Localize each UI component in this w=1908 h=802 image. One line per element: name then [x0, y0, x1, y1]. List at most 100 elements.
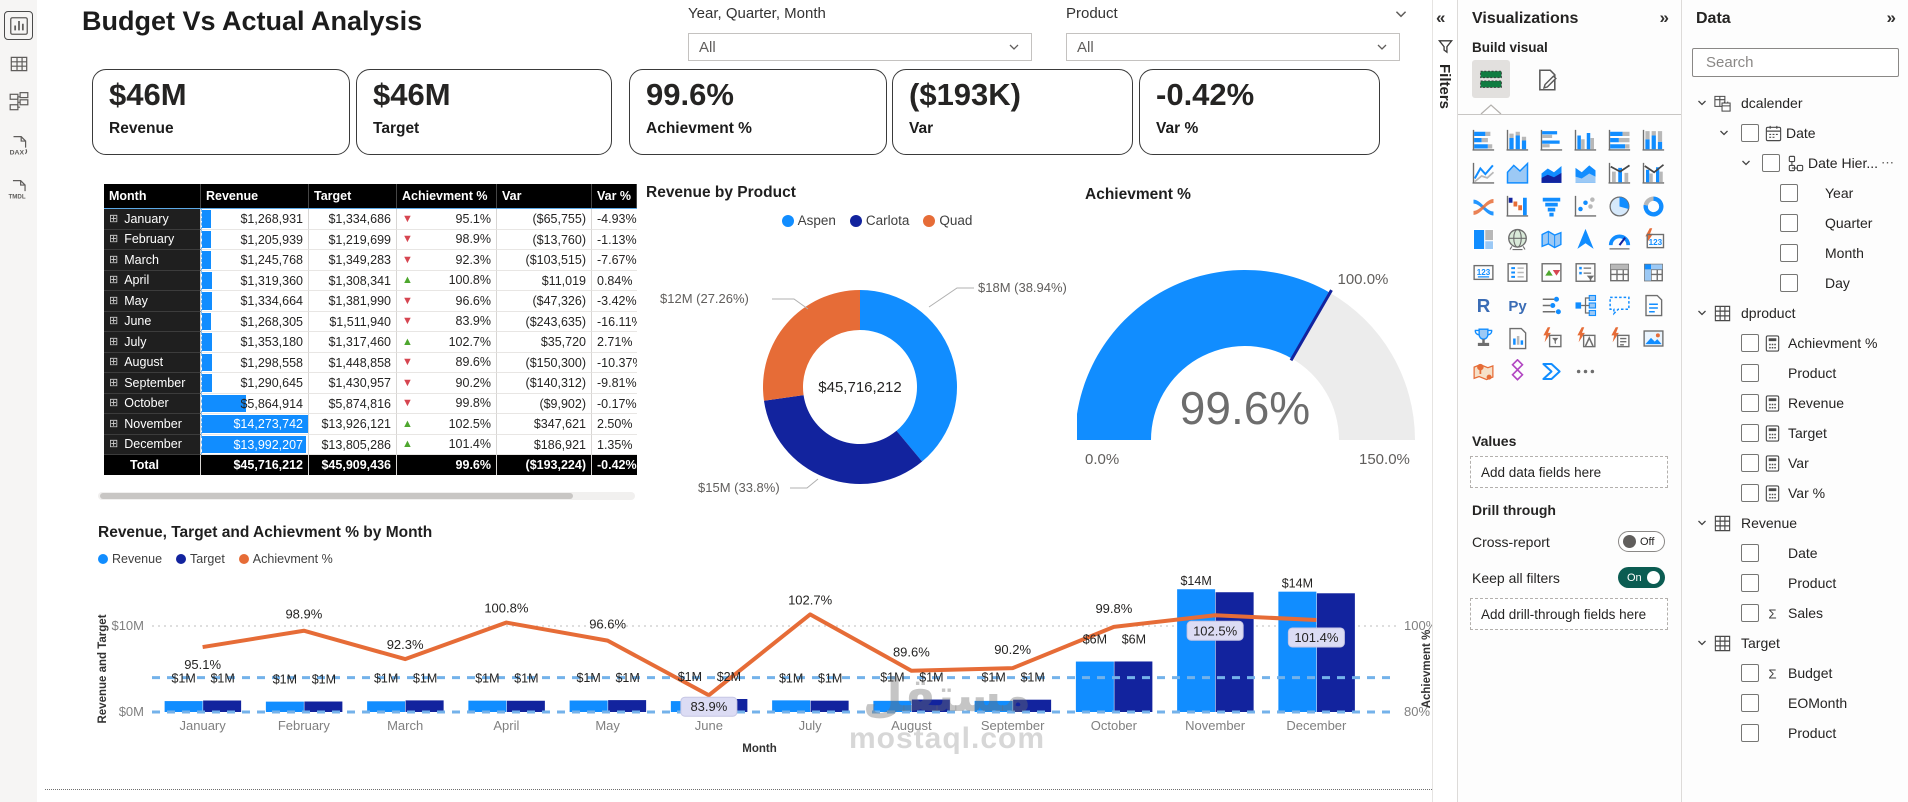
- target-bar-july[interactable]: [810, 700, 849, 712]
- expand-icon[interactable]: ⊞: [109, 356, 119, 368]
- field-checkbox[interactable]: [1780, 274, 1798, 292]
- metrics-icon[interactable]: [1466, 322, 1500, 355]
- expand-icon[interactable]: ⊞: [109, 397, 119, 409]
- table-icon[interactable]: [1602, 256, 1636, 289]
- field-row-dcalender[interactable]: dcalender: [1682, 88, 1908, 118]
- field-checkbox[interactable]: [1741, 124, 1759, 142]
- area-chart-icon[interactable]: [1500, 157, 1534, 190]
- col-header[interactable]: Month: [104, 184, 201, 208]
- field-row-product[interactable]: Product: [1682, 718, 1908, 748]
- revenue-bar-october[interactable]: [1075, 661, 1114, 712]
- field-search-box[interactable]: [1692, 48, 1907, 77]
- revenue-bar-december[interactable]: [1278, 591, 1317, 712]
- kpi-card-var[interactable]: ($193K) Var: [892, 69, 1133, 155]
- waterfall-chart-icon[interactable]: [1500, 190, 1534, 223]
- keep-all-filters-toggle[interactable]: On: [1618, 567, 1665, 588]
- add-data-fields-well[interactable]: Add data fields here: [1470, 456, 1668, 488]
- field-row-month[interactable]: Month: [1682, 238, 1908, 268]
- kpi-card-target[interactable]: $46M Target: [356, 69, 612, 155]
- kpi-icon[interactable]: 123: [1636, 223, 1670, 256]
- table-row-december[interactable]: ⊞ December $13,992,207 $13,805,286 ▲ 101.4…: [104, 434, 637, 455]
- revenue-bar-september[interactable]: [974, 700, 1013, 712]
- revenue-bar-august[interactable]: [873, 700, 912, 712]
- line-and-stacked-column-chart-icon[interactable]: [1602, 157, 1636, 190]
- map-icon[interactable]: [1500, 223, 1534, 256]
- legend-item-aspen[interactable]: Aspen: [781, 213, 836, 228]
- col-header[interactable]: Target: [309, 184, 397, 208]
- field-row-target[interactable]: Target: [1682, 628, 1908, 658]
- key-influencers-icon[interactable]: [1534, 289, 1568, 322]
- table-row-august[interactable]: ⊞ August $1,298,558 $1,448,858 ▼ 89.6% ($1…: [104, 352, 637, 373]
- month-cell[interactable]: ⊞ April: [104, 270, 201, 291]
- achievement-gauge[interactable]: Achievment % 99.6% 0.0% 150.0% 100.0%: [1077, 180, 1469, 480]
- field-checkbox[interactable]: [1741, 394, 1759, 412]
- field-row-dproduct[interactable]: dproduct: [1682, 298, 1908, 328]
- paginated-report-icon[interactable]: [1500, 322, 1534, 355]
- field-row-var[interactable]: Var %: [1682, 478, 1908, 508]
- python-script-icon[interactable]: Py: [1500, 289, 1534, 322]
- slicer-icon[interactable]: [1568, 256, 1602, 289]
- stacked-area-chart-icon[interactable]: [1534, 157, 1568, 190]
- 100-stacked-area-chart-icon[interactable]: [1568, 157, 1602, 190]
- clustered-column-chart-icon[interactable]: [1568, 124, 1602, 157]
- line-and-clustered-column-chart-icon[interactable]: [1636, 157, 1670, 190]
- table-row-january[interactable]: ⊞ January $1,268,931 $1,334,686 ▼ 95.1% ($…: [104, 209, 637, 230]
- kpi-card-var[interactable]: -0.42% Var %: [1139, 69, 1380, 155]
- field-checkbox[interactable]: [1741, 544, 1759, 562]
- col-header[interactable]: Var: [497, 184, 592, 208]
- table-row-november[interactable]: ⊞ November $14,273,742 $13,926,121 ▲ 102.5…: [104, 414, 637, 435]
- legend-item-target[interactable]: Target: [176, 552, 225, 566]
- legend-item-achievment-[interactable]: Achievment %: [238, 552, 333, 566]
- expand-icon[interactable]: ⊞: [109, 335, 119, 348]
- power-apps-diamond-icon[interactable]: [1500, 355, 1534, 388]
- field-row-date-hier[interactable]: Date Hier... ⋯: [1682, 148, 1908, 178]
- revenue-bar-november[interactable]: [1177, 589, 1216, 712]
- format-visual-tab[interactable]: [1530, 63, 1564, 97]
- arcgis-map-icon[interactable]: [1466, 355, 1500, 388]
- r-script-icon[interactable]: R: [1466, 289, 1500, 322]
- table-horizontal-scrollbar[interactable]: [98, 492, 635, 500]
- expand-icon[interactable]: ⊞: [109, 233, 119, 245]
- target-bar-august[interactable]: [911, 699, 950, 712]
- field-row-target[interactable]: Target: [1682, 418, 1908, 448]
- col-header[interactable]: Var %: [592, 184, 637, 208]
- power-apps-icon[interactable]: [1534, 322, 1568, 355]
- field-checkbox[interactable]: [1741, 364, 1759, 382]
- field-row-achievment[interactable]: Achievment %: [1682, 328, 1908, 358]
- field-row-year[interactable]: Year: [1682, 178, 1908, 208]
- chevron-down-icon[interactable]: [1696, 307, 1708, 319]
- multi-row-card-icon[interactable]: [1500, 256, 1534, 289]
- scatter-chart-icon[interactable]: [1568, 190, 1602, 223]
- field-row-product[interactable]: Product: [1682, 568, 1908, 598]
- add-drill-through-fields-well[interactable]: Add drill-through fields here: [1470, 598, 1668, 630]
- power-automate-flow-icon[interactable]: [1534, 355, 1568, 388]
- field-checkbox[interactable]: [1780, 244, 1798, 262]
- filters-pane-label[interactable]: Filters: [1436, 64, 1453, 110]
- month-cell[interactable]: ⊞ November: [104, 414, 201, 435]
- expand-icon[interactable]: ⊞: [109, 417, 119, 430]
- field-row-budget[interactable]: Σ Budget: [1682, 658, 1908, 688]
- kpi-indicator-icon[interactable]: [1534, 256, 1568, 289]
- field-row-sales[interactable]: Σ Sales: [1682, 598, 1908, 628]
- filled-map-icon[interactable]: [1534, 223, 1568, 256]
- chevron-down-icon[interactable]: [1696, 517, 1708, 529]
- month-cell[interactable]: ⊞ December: [104, 434, 201, 455]
- power-automate-icon[interactable]: [1568, 322, 1602, 355]
- decomposition-tree-icon[interactable]: [1568, 289, 1602, 322]
- field-row-product[interactable]: Product: [1682, 358, 1908, 388]
- legend-item-quad[interactable]: Quad: [923, 213, 972, 228]
- target-bar-may[interactable]: [608, 700, 647, 712]
- field-row-eomonth[interactable]: EOMonth: [1682, 688, 1908, 718]
- field-row-revenue[interactable]: Revenue: [1682, 508, 1908, 538]
- donut-slice-aspen[interactable]: [860, 290, 957, 462]
- donut-slice-carlota[interactable]: [763, 395, 923, 484]
- field-checkbox[interactable]: [1741, 574, 1759, 592]
- donut-chart-icon[interactable]: [1636, 190, 1670, 223]
- table-row-march[interactable]: ⊞ March $1,245,768 $1,349,283 ▼ 92.3% ($10…: [104, 250, 637, 271]
- table-view-button[interactable]: [5, 50, 32, 77]
- expand-icon[interactable]: ⊞: [109, 212, 119, 225]
- matrix-icon[interactable]: [1636, 256, 1670, 289]
- expand-filters-icon[interactable]: «: [1436, 8, 1446, 27]
- col-header[interactable]: Achievment %: [397, 184, 497, 208]
- revenue-bar-april[interactable]: [468, 700, 507, 712]
